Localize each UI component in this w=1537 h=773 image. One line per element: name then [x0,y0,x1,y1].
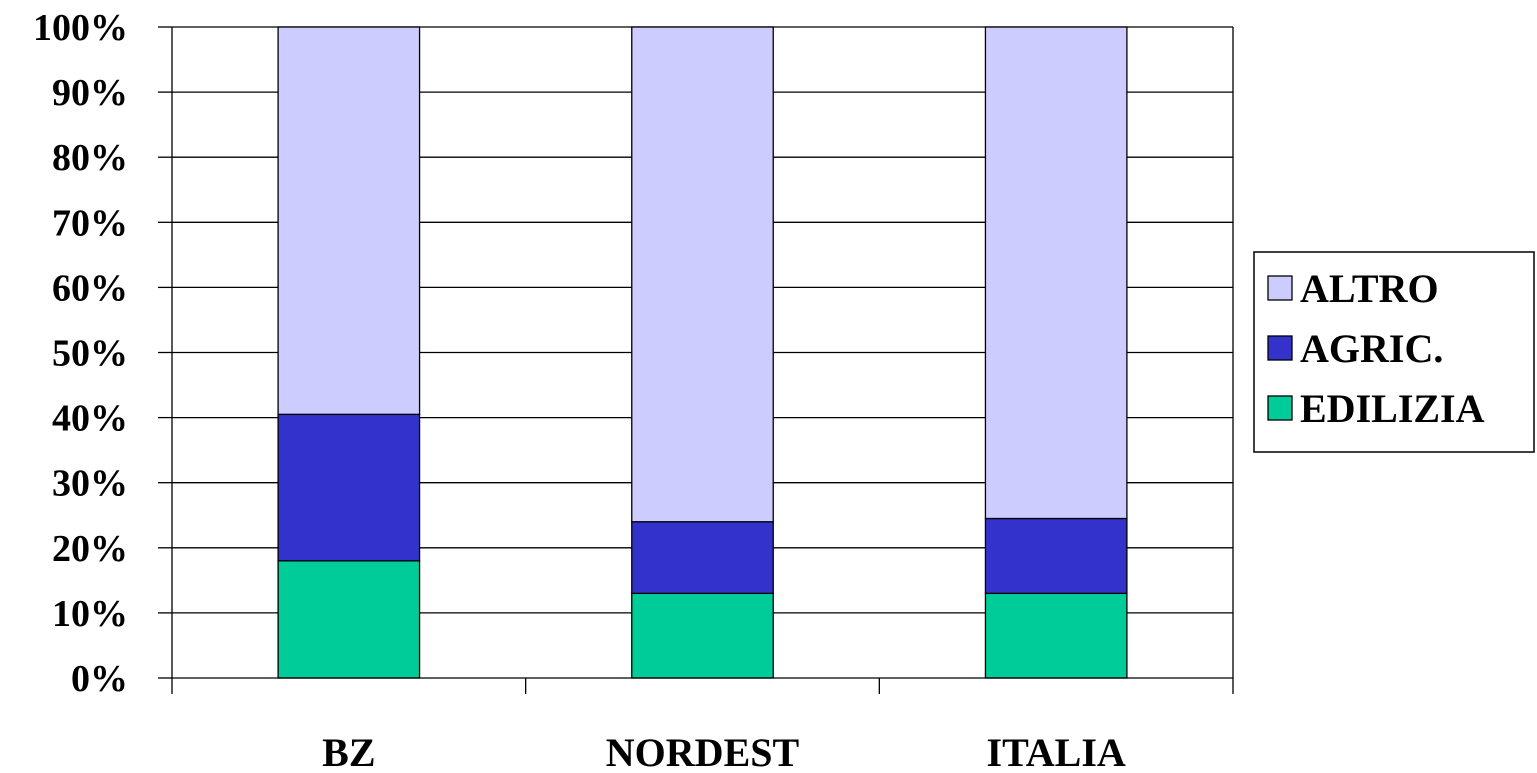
legend-swatch [1267,335,1293,361]
bar-segment [984,592,1128,679]
y-tick-label: 100% [33,7,128,49]
bar-segment [984,26,1128,520]
category-label: BZ [322,730,375,773]
bar-segment [984,517,1128,595]
y-tick-label: 10% [52,593,128,635]
y-tick-label: 30% [52,463,128,505]
axes [158,26,1234,694]
bars [277,26,1128,679]
y-tick-label: 90% [52,72,128,114]
y-tick-label: 80% [52,137,128,179]
legend-label: AGRIC. [1300,326,1443,371]
legend-label: EDILIZIA [1300,386,1485,431]
legend-box [1253,251,1535,453]
legend: ALTRO AGRIC. EDILIZIA [1253,251,1535,453]
bar-segment [631,26,774,523]
bar-segment [277,413,421,562]
category-label: NORDEST [606,730,800,773]
category-labels: BZ NORDEST ITALIA [322,730,1126,773]
legend-label: ALTRO [1300,266,1439,311]
legend-swatch [1267,275,1293,301]
y-tick-labels: 0% 10% 20% 30% 40% 50% 60% 70% 80% 90% 100% [33,7,128,700]
y-tick-label: 70% [52,202,128,244]
y-tick-label: 60% [52,267,128,309]
y-tick-label: 20% [52,528,128,570]
legend-swatch [1267,395,1293,421]
y-tick-label: 40% [52,398,128,440]
bar-segment [631,521,774,595]
y-tick-label: 50% [52,333,128,375]
bar-segment [277,26,421,415]
category-label: ITALIA [987,730,1126,773]
bar-segment [631,592,774,679]
y-tick-label: 0% [71,658,128,700]
bar-segment [277,560,421,679]
